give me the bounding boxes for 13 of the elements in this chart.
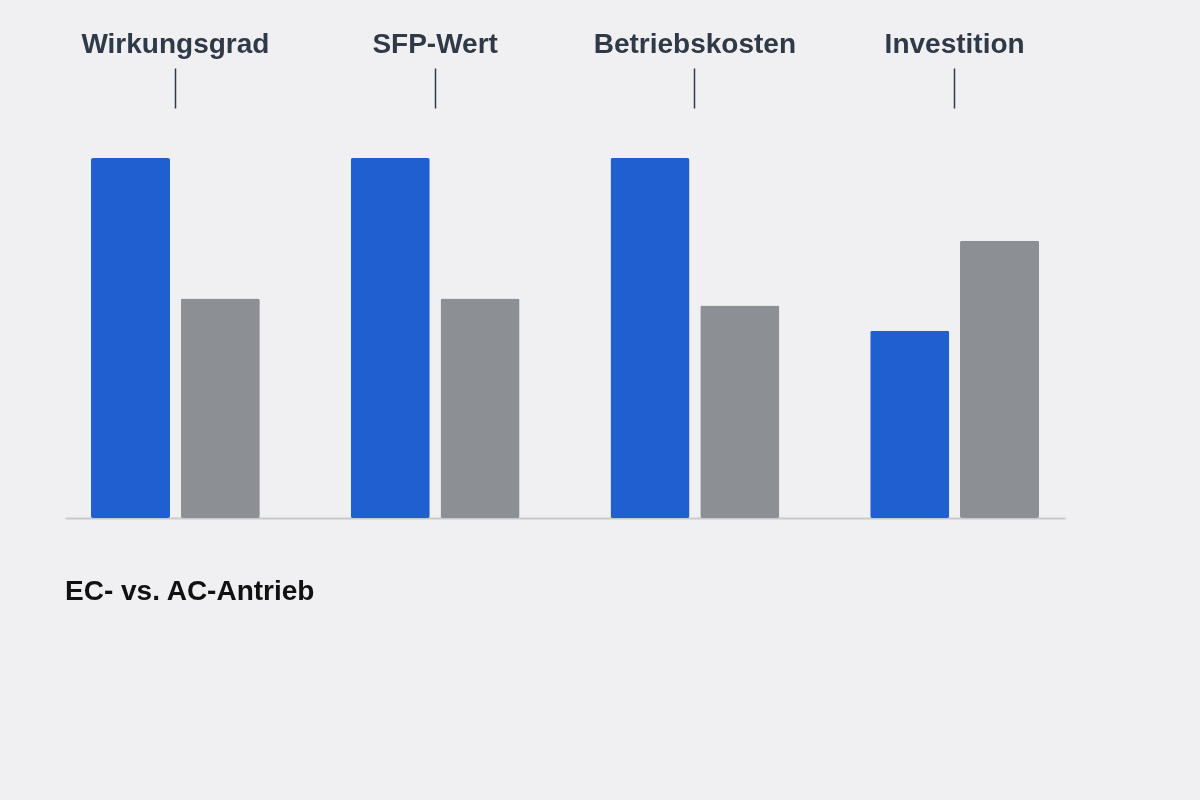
bar bbox=[700, 305, 780, 518]
bar bbox=[440, 298, 520, 518]
x-tick-label: Wirkungsgrad bbox=[81, 27, 270, 59]
text: EC- vs. AC-Antrieb bbox=[65, 575, 315, 606]
bar bbox=[350, 158, 430, 518]
x-tick-label: Investition bbox=[884, 27, 1025, 59]
x-tick-label: Betriebskosten bbox=[593, 27, 797, 59]
bar bbox=[960, 240, 1040, 518]
bar bbox=[610, 158, 690, 518]
x-tick-label: SFP-Wert bbox=[372, 27, 498, 59]
bar bbox=[180, 298, 260, 518]
bar bbox=[90, 158, 170, 518]
bar bbox=[870, 330, 950, 518]
